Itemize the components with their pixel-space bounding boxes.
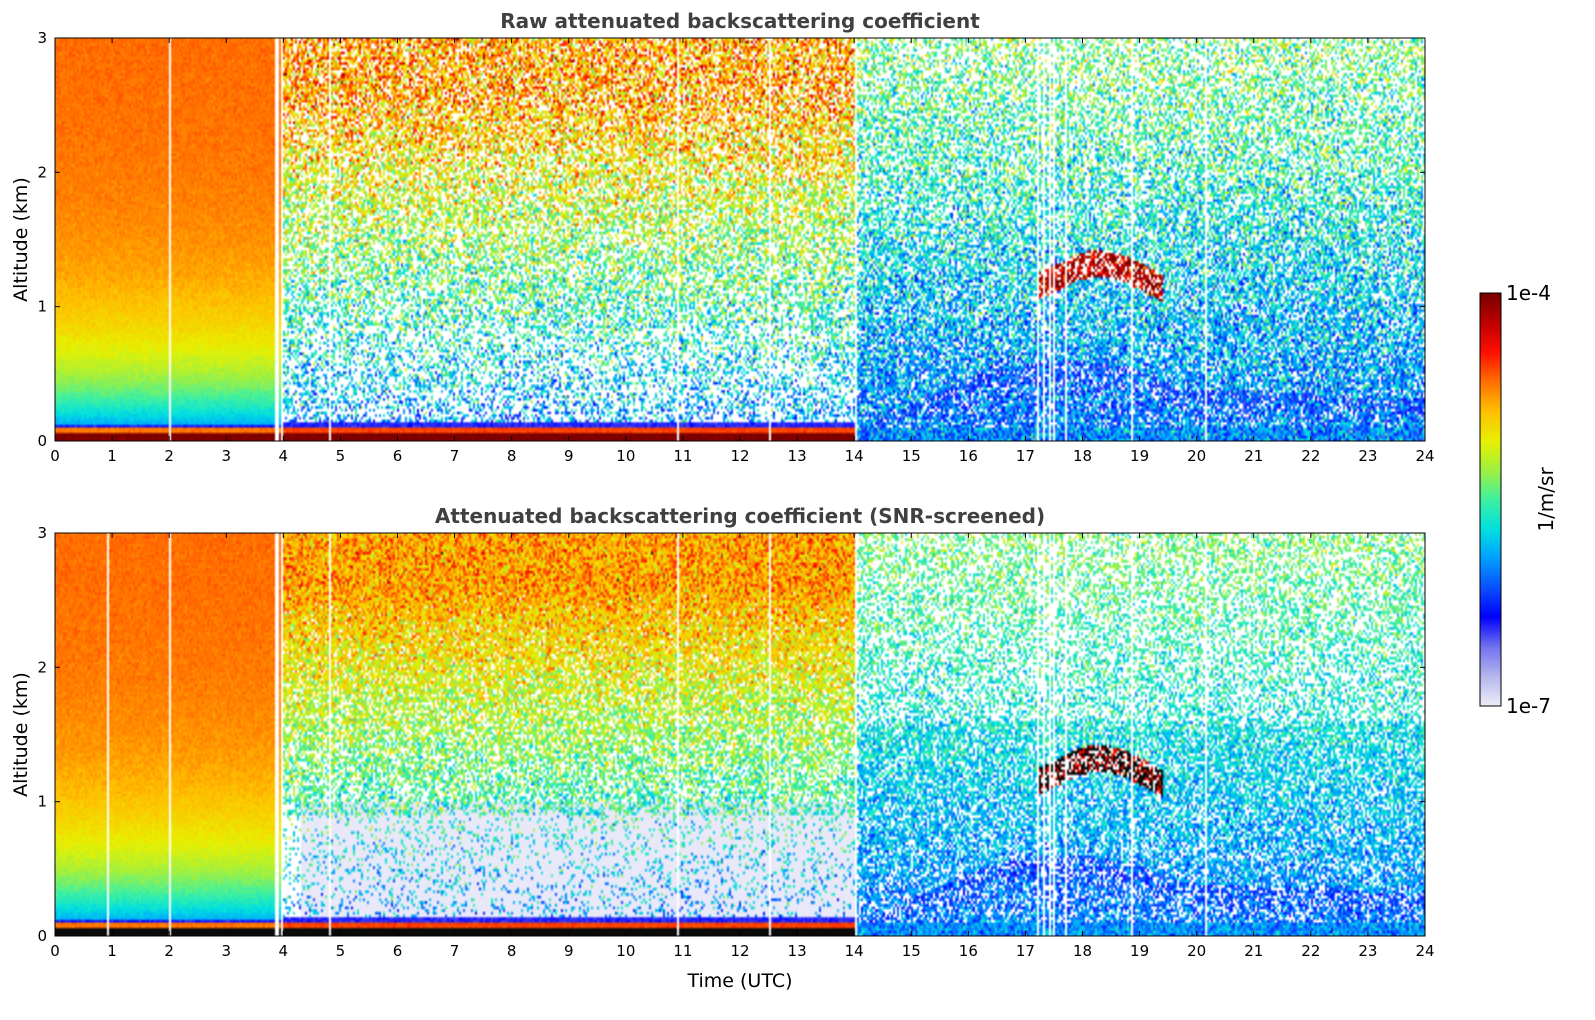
panel2-title: Attenuated backscattering coefficient (S… (435, 504, 1045, 528)
panel1-plot-area (54, 37, 1426, 442)
panel1-xtick-label-18: 18 (1073, 447, 1092, 465)
panel1-xtick-label-16: 16 (959, 447, 978, 465)
panel2-heatmap (55, 533, 1425, 936)
panel1-xtick-label-2: 2 (164, 447, 174, 465)
colorbar: 1e-4 1e-7 1/m/sr (1479, 281, 1558, 718)
panel2-xlabel: Time (UTC) (686, 970, 792, 992)
panel2-xtick-label-0: 0 (50, 942, 60, 960)
panel1-heatmap (55, 38, 1425, 441)
panel2-xtick-label-18: 18 (1073, 942, 1092, 960)
panel2-xtick-label-20: 20 (1187, 942, 1206, 960)
panel1-ytick-label-1: 1 (37, 298, 47, 316)
panel1-xtick-label-9: 9 (564, 447, 574, 465)
panel2-plot-area (54, 532, 1426, 937)
colorbar-gradient (1480, 293, 1501, 706)
panel1-title: Raw attenuated backscattering coefficien… (500, 9, 980, 33)
panel2-xtick-label-23: 23 (1358, 942, 1377, 960)
panel1-xtick-label-22: 22 (1301, 447, 1320, 465)
panel1-xtick-label-11: 11 (673, 447, 692, 465)
panel1-xtick-label-20: 20 (1187, 447, 1206, 465)
panel1-ytick-label-3: 3 (37, 29, 47, 47)
panel2-xtick-label-3: 3 (221, 942, 231, 960)
panel1-xtick-label-1: 1 (107, 447, 117, 465)
panel1-ytick-label-0: 0 (37, 432, 47, 450)
panel2-ytick-label-1: 1 (37, 793, 47, 811)
colorbar-max-label: 1e-4 (1506, 281, 1551, 305)
panel2-ylabel: Altitude (km) (10, 672, 32, 797)
panel2-axes: 0 1 2 3 4 5 6 7 8 9 10 11 12 13 14 15 16 17 18 19 20 21 22 23 24… (37, 524, 1434, 960)
panel2-xtick-label-24: 24 (1415, 942, 1434, 960)
panel2-xtick-label-4: 4 (279, 942, 289, 960)
panel2-xtick-label-9: 9 (564, 942, 574, 960)
panel2-xtick-label-11: 11 (673, 942, 692, 960)
panel2-ytick-label-2: 2 (37, 658, 47, 676)
panel1-xtick-label-8: 8 (507, 447, 517, 465)
panel2-xtick-label-2: 2 (164, 942, 174, 960)
panel2-xtick-label-19: 19 (1130, 942, 1149, 960)
panel2-xtick-label-10: 10 (616, 942, 635, 960)
panel1-xtick-label-17: 17 (1016, 447, 1035, 465)
colorbar-min-label: 1e-7 (1506, 694, 1551, 718)
panel1-xtick-label-15: 15 (902, 447, 921, 465)
panel1-xtick-label-7: 7 (450, 447, 460, 465)
panel2-xtick-label-13: 13 (788, 942, 807, 960)
colorbar-frame (1479, 292, 1502, 707)
panel2-xtick-label-1: 1 (107, 942, 117, 960)
panel2-xtick-label-16: 16 (959, 942, 978, 960)
panel2-xtick-label-22: 22 (1301, 942, 1320, 960)
panel1-xtick-label-12: 12 (730, 447, 749, 465)
panel1-xtick-label-3: 3 (221, 447, 231, 465)
panel2-ytick-label-3: 3 (37, 524, 47, 542)
colorbar-label: 1/m/sr (1534, 467, 1558, 532)
panel2-xtick-label-15: 15 (902, 942, 921, 960)
panel1-xtick-label-4: 4 (279, 447, 289, 465)
panel1-xtick-label-6: 6 (393, 447, 403, 465)
panel2-ytick-label-0: 0 (37, 927, 47, 945)
panel2-xtick-label-6: 6 (393, 942, 403, 960)
panel2-xtick-label-5: 5 (336, 942, 346, 960)
panel1-xtick-label-0: 0 (50, 447, 60, 465)
panel1-xtick-label-14: 14 (845, 447, 864, 465)
panel2-xtick-label-17: 17 (1016, 942, 1035, 960)
panel2-xtick-label-21: 21 (1244, 942, 1263, 960)
panel1-ylabel: Altitude (km) (10, 177, 32, 302)
panel1-xtick-label-23: 23 (1358, 447, 1377, 465)
panel1-xtick-label-5: 5 (336, 447, 346, 465)
panel2-xtick-label-8: 8 (507, 942, 517, 960)
panel1-ytick-label-2: 2 (37, 163, 47, 181)
panel1-axes: 0 1 2 3 4 5 6 7 8 9 10 11 12 13 14 15 16 17 18 19 20 21 22 23 24… (37, 29, 1434, 465)
panel1-xtick-label-10: 10 (616, 447, 635, 465)
panel2-xtick-label-12: 12 (730, 942, 749, 960)
panel2-xtick-label-14: 14 (845, 942, 864, 960)
panel2-xtick-label-7: 7 (450, 942, 460, 960)
panel1-xtick-label-13: 13 (788, 447, 807, 465)
panel1-xtick-label-19: 19 (1130, 447, 1149, 465)
panel1-xtick-label-21: 21 (1244, 447, 1263, 465)
panel1-xtick-label-24: 24 (1415, 447, 1434, 465)
